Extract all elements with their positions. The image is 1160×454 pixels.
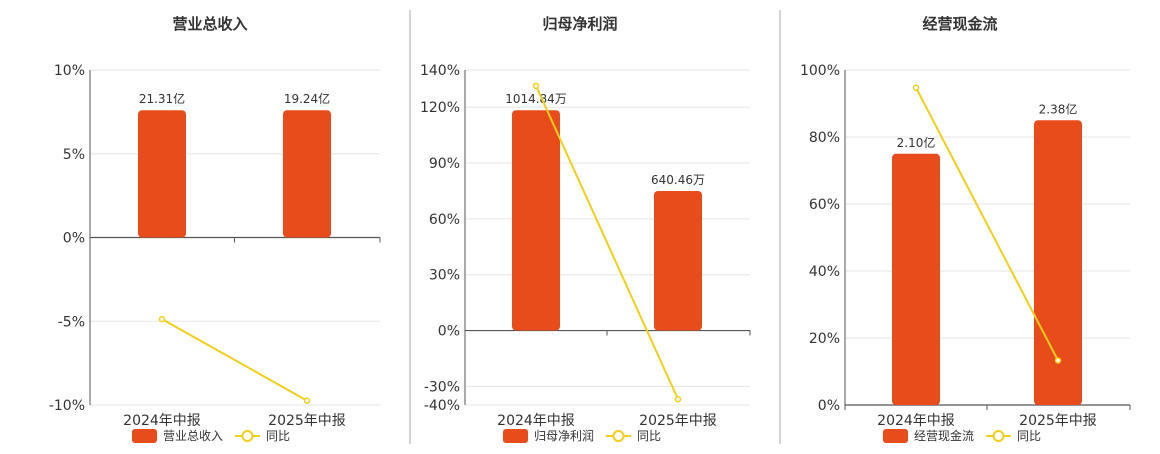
y-tick-label: 140% bbox=[420, 63, 460, 79]
legend-line-marker bbox=[992, 430, 1005, 442]
y-tick-label: -5% bbox=[58, 314, 85, 330]
x-tick-label: 2024年中报 bbox=[123, 413, 201, 429]
x-tick-label: 2024年中报 bbox=[497, 413, 575, 429]
legend-line-marker bbox=[612, 430, 625, 442]
y-tick-label: 30% bbox=[429, 268, 460, 284]
y-tick-label: 0% bbox=[818, 398, 840, 414]
yoy-point bbox=[532, 82, 540, 90]
legend-bar-label: 经营现金流 bbox=[914, 428, 974, 443]
x-tick-label: 2024年中报 bbox=[877, 413, 955, 429]
bar-value-label: 19.24亿 bbox=[284, 91, 330, 106]
y-tick-label: 10% bbox=[54, 63, 85, 79]
bar bbox=[892, 153, 940, 405]
yoy-point bbox=[912, 84, 920, 92]
yoy-line bbox=[915, 87, 1059, 361]
x-tick-label: 2025年中报 bbox=[1019, 413, 1097, 429]
yoy-point bbox=[1054, 357, 1062, 364]
legend-bar-swatch bbox=[132, 429, 157, 443]
y-tick-label: 20% bbox=[809, 331, 840, 347]
y-tick-label: -10% bbox=[49, 398, 85, 414]
legend-bar-label: 归母净利润 bbox=[534, 429, 594, 443]
x-tick-label: 2025年中报 bbox=[268, 413, 346, 429]
bar-value-label: 21.31亿 bbox=[139, 91, 185, 106]
chart-title: 归母净利润 bbox=[542, 15, 617, 33]
y-tick-label: 80% bbox=[809, 130, 840, 146]
bar bbox=[138, 110, 186, 238]
y-tick-label: 0% bbox=[438, 324, 460, 340]
y-tick-label: 120% bbox=[420, 100, 460, 116]
bar bbox=[654, 190, 702, 331]
y-tick-label: 90% bbox=[429, 156, 460, 172]
x-tick-label: 2025年中报 bbox=[639, 413, 717, 429]
bar bbox=[1034, 120, 1082, 405]
y-tick-label: 100% bbox=[800, 63, 840, 79]
bar-value-label: 1014.84万 bbox=[505, 92, 567, 106]
bar bbox=[512, 110, 560, 331]
legend-line-label: 同比 bbox=[266, 429, 290, 443]
chart-title: 经营现金流 bbox=[922, 15, 997, 33]
chart-title: 营业总收入 bbox=[172, 15, 247, 33]
legend-line-marker bbox=[241, 430, 254, 442]
bar-value-label: 2.10亿 bbox=[897, 135, 936, 150]
yoy-point bbox=[303, 397, 311, 404]
legend-bar-swatch bbox=[503, 429, 528, 443]
y-tick-label: -40% bbox=[424, 398, 460, 414]
yoy-point bbox=[158, 315, 166, 323]
yoy-line bbox=[535, 85, 679, 400]
yoy-point bbox=[674, 395, 682, 403]
yoy-line bbox=[161, 318, 308, 402]
legend-line-label: 同比 bbox=[1017, 429, 1041, 443]
legend-bar-swatch bbox=[883, 429, 908, 443]
y-tick-label: 5% bbox=[63, 147, 85, 163]
legend-line-label: 同比 bbox=[637, 429, 661, 443]
bar-value-label: 2.38亿 bbox=[1039, 101, 1078, 116]
legend-bar-label: 营业总收入 bbox=[163, 429, 223, 443]
y-tick-label: -30% bbox=[424, 379, 460, 395]
y-tick-label: 60% bbox=[429, 212, 460, 228]
y-tick-label: 40% bbox=[809, 264, 840, 280]
bar-value-label: 640.46万 bbox=[651, 173, 705, 187]
bar bbox=[283, 110, 331, 238]
y-tick-label: 60% bbox=[809, 197, 840, 213]
y-tick-label: 0% bbox=[63, 231, 85, 247]
